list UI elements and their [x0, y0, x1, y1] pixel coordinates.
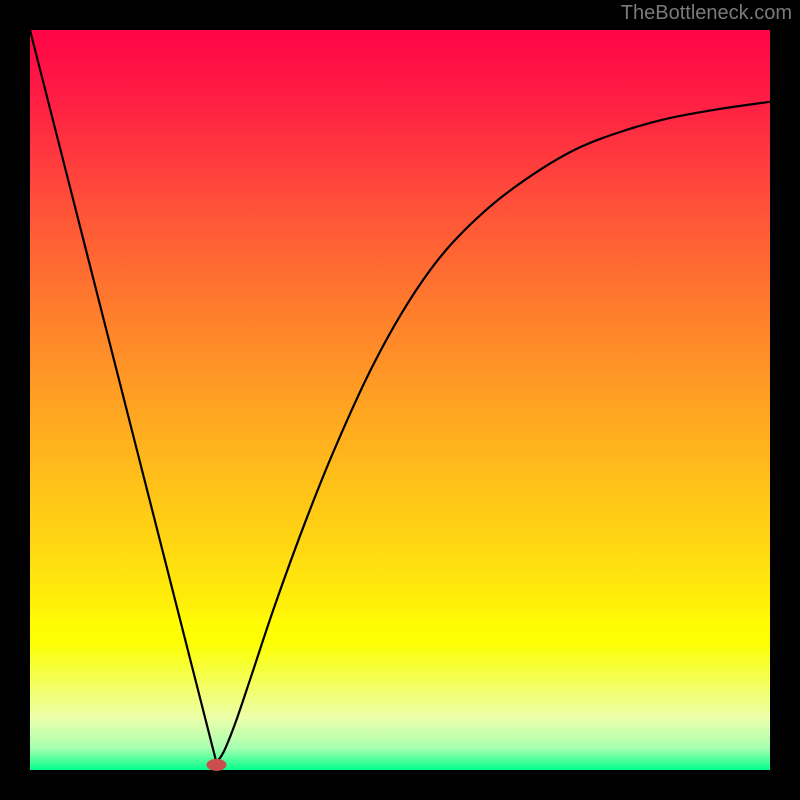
chart-container: { "chart": { "type": "bottleneck-curve",…: [0, 0, 800, 800]
chart-svg: [0, 0, 800, 800]
watermark-label: TheBottleneck.com: [621, 2, 792, 25]
